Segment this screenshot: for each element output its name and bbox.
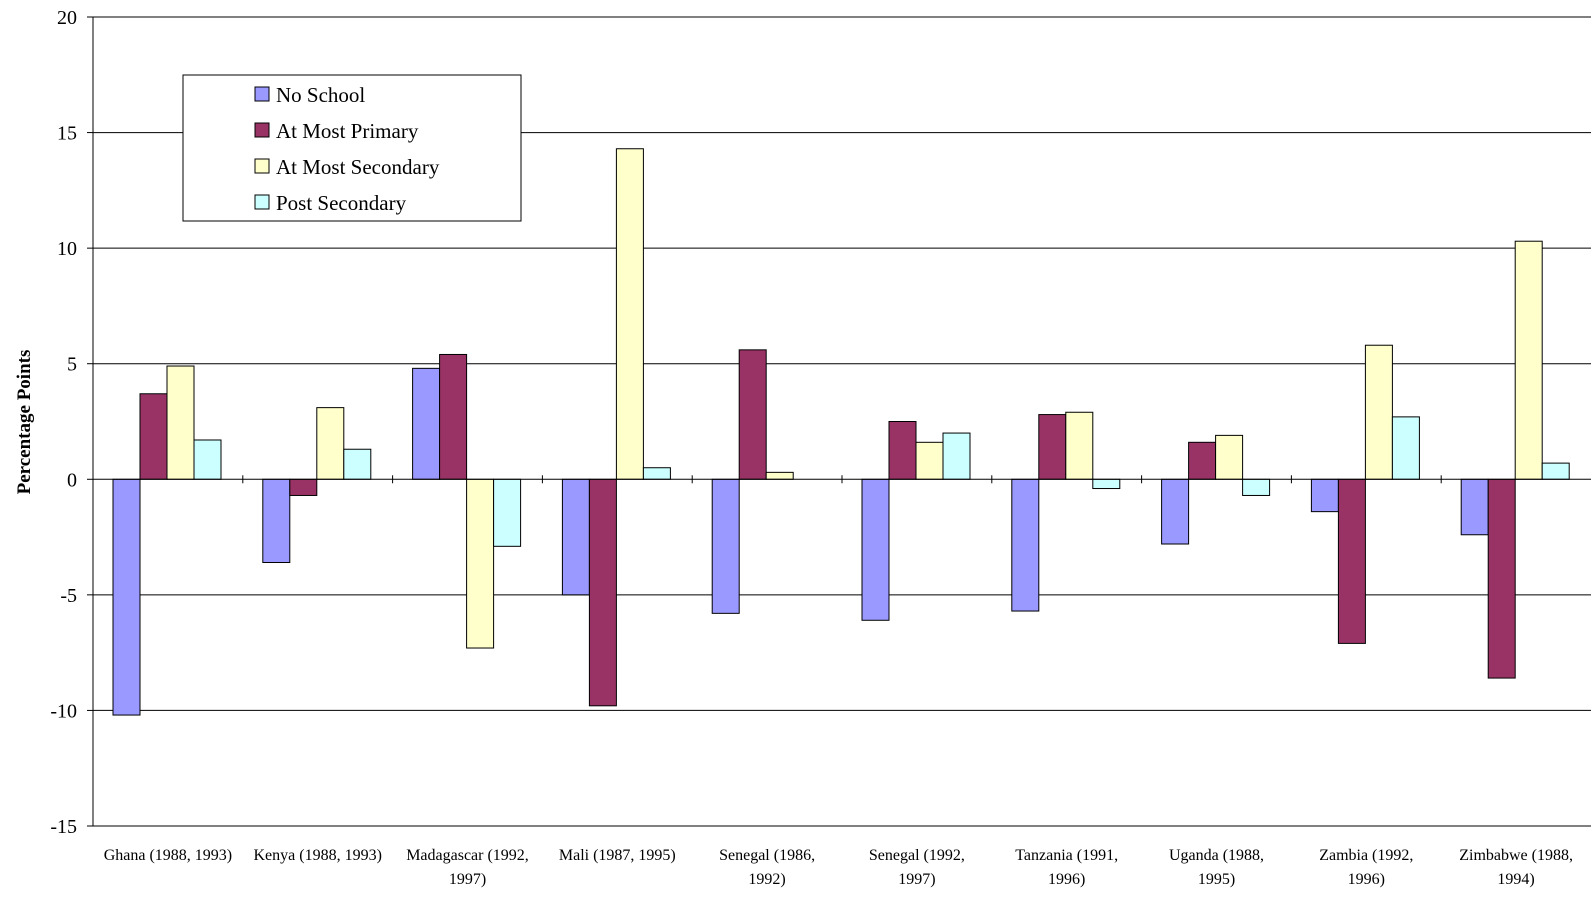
y-tick-label: 10 [57, 238, 77, 260]
y-tick-label: 0 [67, 469, 77, 491]
bar [1391, 416, 1420, 480]
bar [1242, 478, 1271, 496]
bar [1364, 344, 1393, 480]
bar [1337, 478, 1366, 644]
bar [1215, 434, 1244, 480]
bar [1092, 478, 1121, 490]
legend-swatch [254, 122, 270, 138]
x-tick-label: 1996) [1048, 871, 1085, 888]
x-tick-label: Zimbabwe (1988, [1459, 847, 1573, 864]
legend-label: Post Secondary [276, 191, 407, 215]
x-tick-label: Ghana (1988, 1993) [104, 847, 232, 864]
x-tick-label: Zambia (1992, [1319, 847, 1413, 864]
y-axis-label: Percentage Points [14, 350, 35, 495]
bars [112, 148, 1570, 716]
y-tick-label: -15 [50, 816, 77, 838]
x-tick-label: 1992) [748, 871, 785, 888]
bar [1011, 478, 1040, 612]
y-tick-label: 5 [67, 354, 77, 376]
legend-swatch [254, 194, 270, 210]
x-tick-label: 1997) [898, 871, 935, 888]
y-axis: -15 -10 -5 0 5 10 15 20 [50, 7, 94, 838]
x-tick-label: Senegal (1992, [869, 847, 965, 864]
bar [888, 421, 917, 480]
y-tick-label: 15 [57, 123, 77, 145]
bar [112, 478, 141, 716]
legend-box [182, 74, 522, 222]
legend-swatch [254, 158, 270, 174]
bar [1460, 478, 1489, 536]
x-tick-label: 1997) [449, 871, 486, 888]
bar [193, 439, 222, 480]
bar [1310, 478, 1339, 513]
bar [915, 441, 944, 480]
bar [1161, 478, 1190, 545]
bar [765, 471, 794, 480]
bar [738, 349, 767, 480]
x-tick-label: Senegal (1986, [719, 847, 815, 864]
bar [561, 478, 590, 596]
bar [711, 478, 740, 614]
bar [1188, 441, 1217, 480]
x-tick-label: Uganda (1988, [1169, 847, 1264, 864]
bar [139, 393, 168, 480]
bar [493, 478, 522, 547]
legend-label: At Most Primary [276, 119, 419, 143]
x-tick-label: 1995) [1198, 871, 1235, 888]
legend-label: At Most Secondary [276, 155, 440, 179]
bar [642, 467, 671, 480]
legend-label: No School [276, 83, 365, 107]
x-tick-label: Tanzania (1991, [1015, 847, 1118, 864]
bar [1514, 240, 1543, 480]
x-tick-label: Kenya (1988, 1993) [253, 847, 381, 864]
legend-swatch [254, 86, 270, 102]
x-tick-label: 1994) [1497, 871, 1534, 888]
x-axis: Ghana (1988, 1993) Kenya (1988, 1993) Mada… [93, 475, 1591, 888]
bar [412, 367, 441, 480]
legend: No School At Most Primary At Most Secondar… [182, 74, 522, 222]
bar [1541, 462, 1570, 480]
y-tick-label: 20 [57, 7, 77, 29]
bar [1038, 414, 1067, 480]
bar [262, 478, 291, 563]
bar [343, 448, 372, 480]
y-tick-label: -10 [50, 700, 77, 722]
x-tick-label: 1996) [1348, 871, 1385, 888]
bar [289, 478, 318, 496]
bar [1065, 411, 1094, 480]
bar [316, 407, 345, 480]
bar [588, 478, 617, 707]
x-tick-label: Madagascar (1992, [406, 847, 529, 864]
bar [466, 478, 495, 649]
bar [166, 365, 195, 480]
bar [942, 432, 971, 480]
bar [1487, 478, 1516, 679]
bar [615, 148, 644, 480]
bar [439, 353, 468, 480]
x-tick-label: Mali (1987, 1995) [559, 847, 676, 864]
y-tick-label: -5 [60, 585, 77, 607]
bar [861, 478, 890, 621]
